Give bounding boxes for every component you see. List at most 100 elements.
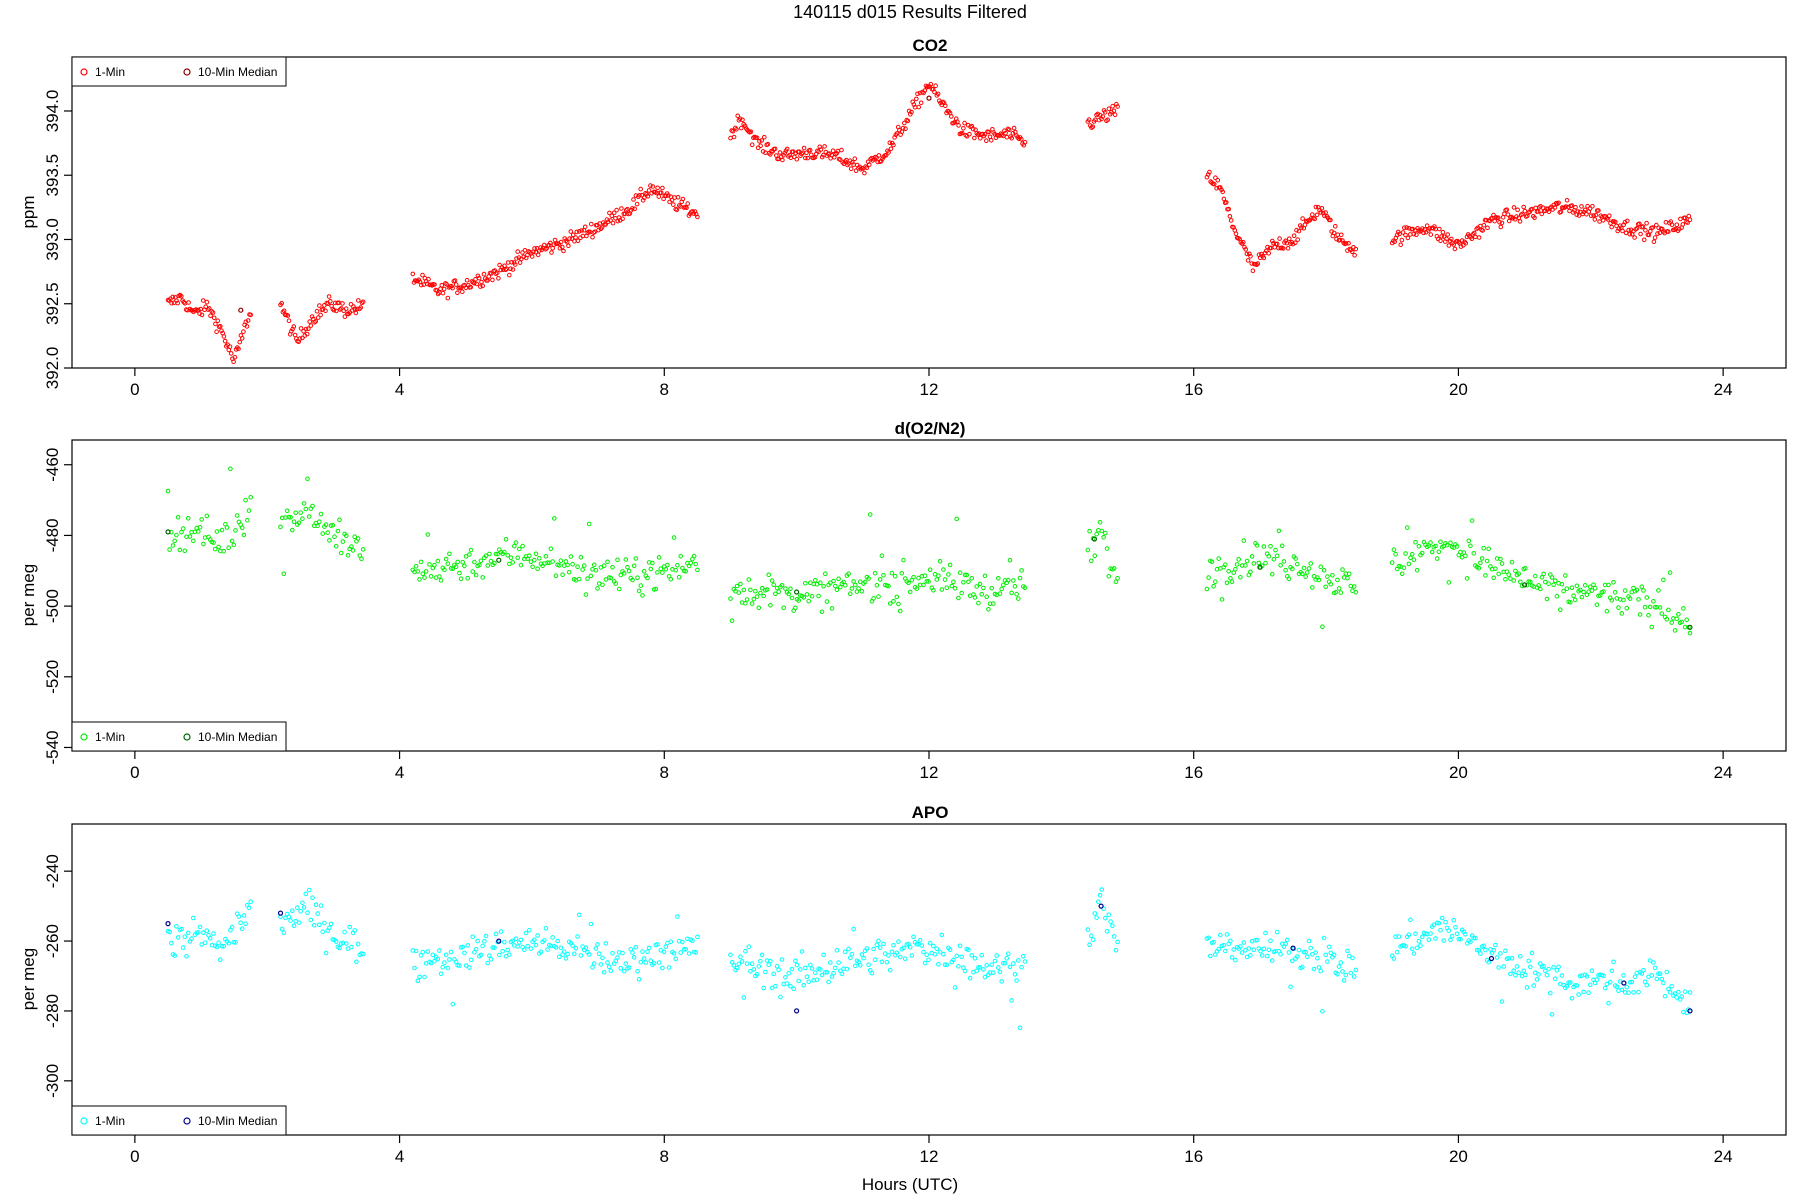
apo-1min-point: [956, 964, 961, 969]
o2n2-1min-point: [427, 562, 432, 567]
co2-1min-point: [1405, 235, 1411, 241]
co2-1min-point: [1352, 253, 1357, 258]
apo-legend-1min: 1-Min: [95, 1114, 125, 1128]
o2n2-1min-point: [211, 540, 216, 545]
apo-1min-point: [243, 921, 248, 927]
o2n2-1min-point: [1652, 604, 1658, 610]
o2n2-panel: d(O2/N2) per meg 0 4 8 12 16 20 24 -540-520-50…: [19, 419, 1787, 782]
o2n2-1min-point: [422, 575, 427, 580]
apo-1min-point: [1087, 942, 1092, 948]
o2n2-1min-point: [736, 590, 742, 595]
o2n2-1min-point: [801, 595, 807, 600]
apo-1min-point: [1089, 933, 1094, 939]
apo-1min-point: [999, 979, 1005, 984]
co2-1min-point: [1398, 242, 1403, 248]
o2n2-1min-point: [1401, 565, 1407, 571]
o2n2-1min-point: [593, 568, 599, 573]
o2n2-1min-point: [899, 571, 905, 576]
co2-1min-point: [735, 113, 741, 119]
o2n2-1min-point: [1301, 565, 1307, 571]
apo-1min-point: [342, 929, 347, 935]
o2n2-1min-point: [809, 593, 815, 599]
o2n2-1min-point: [1113, 579, 1119, 585]
o2n2-1min-point: [1346, 571, 1352, 577]
co2-1min-point: [1591, 213, 1596, 218]
co2-1min-point: [608, 218, 613, 223]
o2n2-1min-point: [1436, 549, 1442, 555]
co2-1min-point: [1114, 101, 1119, 107]
apo-1min-point: [591, 961, 597, 966]
o2n2-1min-point: [1345, 575, 1350, 581]
o2n2-1min-point: [300, 516, 305, 522]
apo-1min-point: [553, 945, 559, 950]
o2n2-1min-point: [480, 575, 486, 580]
o2n2-1min-point: [1454, 544, 1460, 549]
o2n2-1min-point: [221, 548, 226, 554]
o2n2-1min-point: [1619, 611, 1625, 616]
co2-1min-point: [1333, 224, 1338, 229]
apo-1min-point: [876, 938, 881, 944]
apo-1min-point: [806, 979, 812, 985]
o2n2-1min-point: [1587, 584, 1593, 590]
co2-1min-point: [1607, 213, 1612, 218]
co2-1min-point: [323, 308, 328, 314]
apo-1min-point: [1526, 958, 1531, 964]
co2-1min-point: [1510, 216, 1516, 221]
o2n2-1min-point: [633, 556, 639, 561]
o2n2-1min-point: [916, 575, 921, 581]
o2n2-1min-point: [229, 538, 235, 544]
apo-1min-point: [1351, 974, 1357, 979]
co2-1min-point: [639, 192, 645, 198]
co2-1min-point: [614, 207, 619, 213]
o2n2-1min-point: [691, 553, 697, 559]
o2n2-1min-point: [833, 583, 838, 589]
o2n2-1min-point: [1604, 608, 1610, 614]
co2-1min-point: [213, 321, 218, 327]
apo-1min-point: [823, 970, 828, 975]
apo-1min-point: [924, 952, 930, 958]
apo-1min-point: [643, 960, 649, 965]
co2-1min-point: [1226, 206, 1231, 212]
o2n2-legend-1min: 1-Min: [95, 730, 125, 744]
apo-1min-point: [1621, 973, 1626, 978]
o2n2-1min-point: [977, 581, 983, 587]
co2-1min-point: [1592, 217, 1598, 222]
o2n2-1min-point: [1622, 588, 1628, 593]
o2n2-1min-point: [420, 571, 426, 577]
co2-1min-point: [1397, 231, 1402, 237]
apo-1min-point: [982, 974, 988, 980]
o2n2-1min-point: [1463, 553, 1468, 559]
co2-1min-point: [903, 126, 908, 131]
apo-1min-point: [522, 947, 527, 953]
o2n2-1min-point: [828, 580, 833, 586]
apo-1min-point: [666, 965, 672, 970]
apo-1min-point: [445, 965, 451, 971]
co2-legend-1min-marker: [80, 68, 88, 76]
o2n2-1min-point: [1393, 551, 1398, 557]
co2-1min-point: [1593, 212, 1599, 218]
co2-1min-point: [589, 221, 594, 227]
apo-1min-point: [941, 951, 946, 957]
apo-1min-point: [751, 967, 757, 972]
co2-1min-point: [1539, 211, 1544, 217]
co2-1min-point: [208, 313, 213, 319]
co2-1min-point: [309, 314, 315, 319]
co2-1min-point: [1569, 203, 1575, 208]
apo-1min-point: [1553, 976, 1558, 982]
o2n2-1min-point: [583, 592, 589, 597]
apo-x-tick-label: 24: [1714, 1147, 1733, 1166]
apo-1min-point: [1486, 959, 1491, 965]
o2n2-1min-point: [896, 601, 901, 607]
o2n2-1min-point: [924, 579, 930, 584]
o2n2-1min-point: [1466, 538, 1472, 544]
co2-1min-point: [1474, 226, 1479, 232]
apo-1min-point: [690, 938, 695, 943]
o2n2-y-tick-label: -480: [43, 518, 62, 552]
o2n2-1min-point: [1009, 590, 1014, 596]
co2-plot-frame: [71, 56, 1787, 369]
apo-1min-point: [731, 963, 737, 968]
co2-1min-point: [279, 301, 285, 306]
co2-1min-point: [1626, 227, 1631, 233]
o2n2-1min-point: [1244, 558, 1250, 564]
apo-1min-point: [1654, 976, 1660, 982]
